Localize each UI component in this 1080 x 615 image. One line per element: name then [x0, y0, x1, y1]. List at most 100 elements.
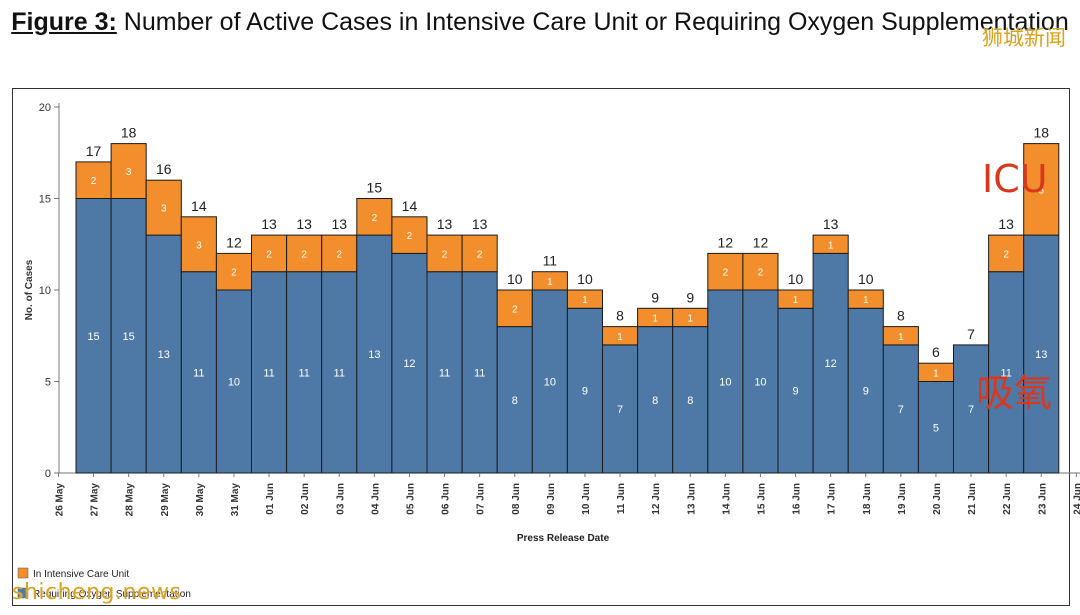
data-label-oxygen: 13	[368, 349, 380, 361]
x-tick-label: 03 Jun	[335, 483, 346, 515]
x-tick-label: 08 Jun	[511, 483, 522, 515]
data-label-icu: 2	[301, 249, 307, 260]
data-label-icu: 3	[161, 204, 167, 215]
x-tick-label: 29 May	[160, 483, 171, 517]
bar-icu	[110, 143, 147, 200]
data-label-oxygen: 10	[228, 377, 240, 389]
bar-icu	[812, 234, 849, 254]
bar-icu	[847, 289, 884, 309]
y-axis-label: No. of Cases	[24, 259, 35, 320]
x-tick-label: 16 Jun	[792, 483, 803, 515]
x-tick-label: 14 Jun	[721, 483, 732, 515]
legend-label-icu: In Intensive Care Unit	[33, 569, 129, 580]
data-label-oxygen: 5	[933, 422, 939, 434]
bar-icu	[496, 289, 533, 328]
bar-icu	[461, 234, 498, 273]
y-tick-label: 5	[45, 377, 51, 389]
data-label-oxygen: 11	[334, 367, 345, 379]
bar-icu	[1023, 143, 1060, 236]
data-label-icu: 1	[617, 332, 623, 343]
bar-icu	[707, 252, 744, 291]
data-label-oxygen: 8	[687, 395, 693, 407]
data-label-oxygen: 9	[582, 386, 588, 398]
data-label-oxygen: 12	[825, 358, 837, 370]
data-label-total: 7	[967, 326, 975, 342]
data-label-total: 6	[932, 344, 940, 360]
x-tick-label: 26 May	[54, 483, 65, 517]
x-tick-label: 04 Jun	[370, 483, 381, 515]
data-label-oxygen: 11	[298, 367, 309, 379]
bar-oxygen	[215, 289, 252, 474]
bar-oxygen	[531, 289, 568, 474]
data-label-icu: 1	[828, 240, 834, 251]
y-tick-label: 20	[39, 102, 51, 114]
data-label-icu: 2	[91, 176, 97, 187]
data-label-total: 13	[472, 216, 488, 232]
bar-oxygen	[391, 252, 428, 474]
data-label-icu: 1	[652, 313, 658, 324]
oxygen-annotation: 吸氧	[976, 371, 1053, 415]
data-label-icu: 1	[863, 295, 869, 306]
data-label-total: 12	[226, 234, 242, 250]
data-label-oxygen: 8	[512, 395, 518, 407]
bar-oxygen	[882, 344, 919, 474]
legend-label-oxygen: Requiring Oxygen Supplementation	[33, 589, 191, 600]
x-tick-label: 27 May	[90, 483, 101, 517]
bar-icu	[215, 252, 252, 291]
data-label-icu: 5	[1038, 185, 1044, 196]
bar-oxygen	[180, 271, 217, 474]
bar-oxygen	[953, 344, 990, 474]
data-label-total: 8	[616, 308, 624, 324]
x-axis-label: Press Release Date	[517, 533, 610, 544]
data-label-icu: 3	[196, 240, 202, 251]
data-label-icu: 1	[933, 368, 939, 379]
x-tick-label: 15 Jun	[756, 483, 767, 515]
x-tick-label: 23 Jun	[1037, 483, 1048, 515]
data-label-total: 10	[788, 271, 804, 287]
data-label-total: 10	[858, 271, 874, 287]
data-label-oxygen: 8	[652, 395, 658, 407]
data-label-oxygen: 7	[617, 404, 623, 416]
bar-oxygen	[707, 289, 744, 474]
x-tick-label: 28 May	[125, 483, 136, 517]
data-label-oxygen: 15	[123, 331, 135, 343]
data-label-oxygen: 9	[792, 386, 798, 398]
bar-icu	[180, 216, 217, 273]
bar-icu	[75, 161, 112, 199]
chart-frame	[12, 88, 1070, 606]
data-label-oxygen: 11	[474, 367, 485, 379]
bar-icu	[356, 198, 393, 236]
x-tick-label: 13 Jun	[686, 483, 697, 515]
data-label-total: 13	[823, 216, 839, 232]
data-label-oxygen: 10	[754, 377, 766, 389]
bar-icu	[742, 252, 779, 291]
data-label-oxygen: 13	[1035, 349, 1047, 361]
bar-oxygen	[75, 198, 112, 474]
data-label-icu: 2	[477, 249, 483, 260]
data-label-oxygen: 7	[898, 404, 904, 416]
data-label-total: 9	[651, 289, 659, 305]
figure-title: Number of Active Cases in Intensive Care…	[123, 8, 1069, 36]
data-label-oxygen: 12	[403, 358, 415, 370]
data-label-total: 10	[577, 271, 593, 287]
bar-icu	[531, 271, 568, 291]
data-label-total: 13	[331, 216, 347, 232]
data-label-icu: 2	[442, 249, 448, 260]
data-label-oxygen: 9	[863, 386, 869, 398]
y-tick-label: 0	[45, 468, 51, 480]
legend-swatch-icu	[17, 567, 29, 579]
data-label-total: 13	[261, 216, 277, 232]
watermark-top-right: 狮城新闻	[982, 26, 1066, 50]
x-tick-label: 24 Jun	[1072, 483, 1080, 515]
bar-icu	[286, 234, 323, 273]
data-label-total: 14	[191, 198, 207, 214]
x-tick-label: 31 May	[230, 483, 241, 517]
bar-icu	[145, 179, 182, 236]
chart-title: Figure 3: Number of Active Cases in Inte…	[0, 6, 1080, 38]
data-label-icu: 2	[336, 249, 342, 260]
x-tick-label: 01 Jun	[265, 483, 276, 515]
x-tick-label: 17 Jun	[827, 483, 838, 515]
bar-oxygen	[110, 198, 147, 474]
data-label-total: 18	[121, 125, 137, 141]
